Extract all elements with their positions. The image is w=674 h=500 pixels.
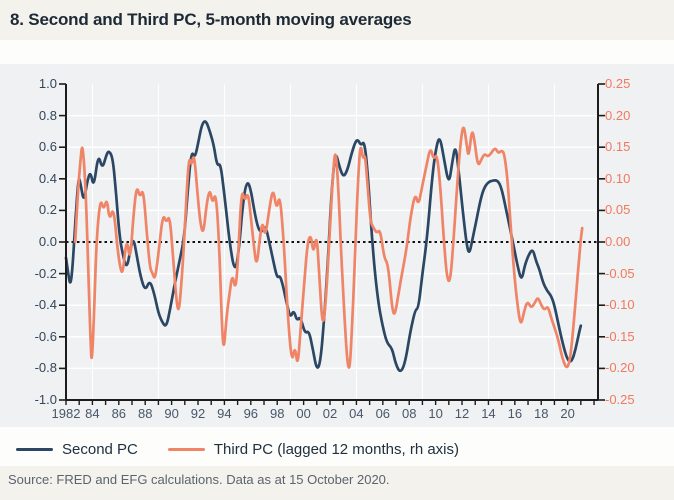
x-tick-label: 00 (296, 406, 311, 421)
x-tick-label: 12 (454, 406, 470, 421)
x-tick-label: 06 (375, 406, 391, 421)
legend-item-third-pc: Third PC (lagged 12 months, rh axis) (167, 441, 459, 458)
y-left-tick-label: 0.0 (38, 234, 57, 249)
title-band: 8. Second and Third PC, 5-month moving a… (0, 0, 674, 40)
x-tick-label: 84 (85, 406, 100, 421)
y-left-tick-label: 0.2 (38, 202, 57, 218)
chart-title: 8. Second and Third PC, 5-month moving a… (10, 10, 412, 29)
x-tick-label: 02 (322, 406, 338, 421)
legend: Second PC Third PC (lagged 12 months, rh … (16, 441, 459, 458)
x-tick-label: 1982 (51, 406, 81, 421)
x-tick-label: 08 (401, 406, 417, 421)
y-left-tick-label: -0.6 (34, 328, 57, 344)
x-tick-label: 96 (243, 406, 259, 421)
y-right-tick-label: -0.20 (605, 360, 635, 376)
y-right-tick-label: -0.05 (605, 265, 635, 281)
legend-label: Second PC (62, 441, 138, 458)
legend-label: Third PC (lagged 12 months, rh axis) (213, 441, 459, 458)
y-left-tick-label: -1.0 (34, 392, 57, 407)
source-band: Source: FRED and EFG calculations. Data … (0, 466, 674, 500)
y-left-tick-label: 0.8 (38, 107, 57, 123)
y-left-tick-label: -0.2 (34, 265, 57, 281)
y-right-tick-label: 0.20 (605, 107, 631, 123)
x-tick-label: 18 (534, 406, 549, 421)
y-left-tick-label: -0.4 (34, 297, 57, 313)
x-tick-label: 86 (111, 406, 127, 421)
y-right-tick-label: -0.15 (605, 328, 635, 344)
y-right-tick-label: 0.25 (605, 76, 631, 91)
y-right-tick-label: 0.10 (605, 170, 631, 186)
y-right-tick-label: -0.25 (605, 392, 635, 407)
x-tick-label: 16 (507, 406, 523, 421)
y-right-tick-label: -0.10 (605, 297, 635, 313)
x-tick-label: 94 (217, 406, 232, 421)
y-left-tick-label: 0.4 (38, 170, 57, 186)
y-right-tick-label: 0.15 (605, 139, 631, 155)
y-right-tick-label: 0.00 (605, 234, 631, 249)
legend-line-swatch (16, 448, 53, 451)
y-right-tick-label: 0.05 (605, 202, 631, 218)
x-tick-label: 04 (349, 406, 364, 421)
y-left-tick-label: 0.6 (38, 139, 57, 155)
x-tick-label: 98 (269, 406, 285, 421)
x-tick-label: 14 (481, 406, 496, 421)
legend-item-second-pc: Second PC (16, 441, 138, 458)
y-left-tick-label: -0.8 (34, 360, 57, 376)
plot-background (0, 64, 674, 427)
source-note: Source: FRED and EFG calculations. Data … (8, 472, 390, 487)
x-tick-label: 92 (190, 406, 206, 421)
x-tick-label: 90 (164, 406, 179, 421)
x-tick-label: 20 (560, 406, 575, 421)
x-tick-label: 10 (428, 406, 443, 421)
y-left-tick-label: 1.0 (38, 76, 57, 91)
legend-line-swatch (167, 448, 205, 451)
x-tick-label: 88 (137, 406, 153, 421)
